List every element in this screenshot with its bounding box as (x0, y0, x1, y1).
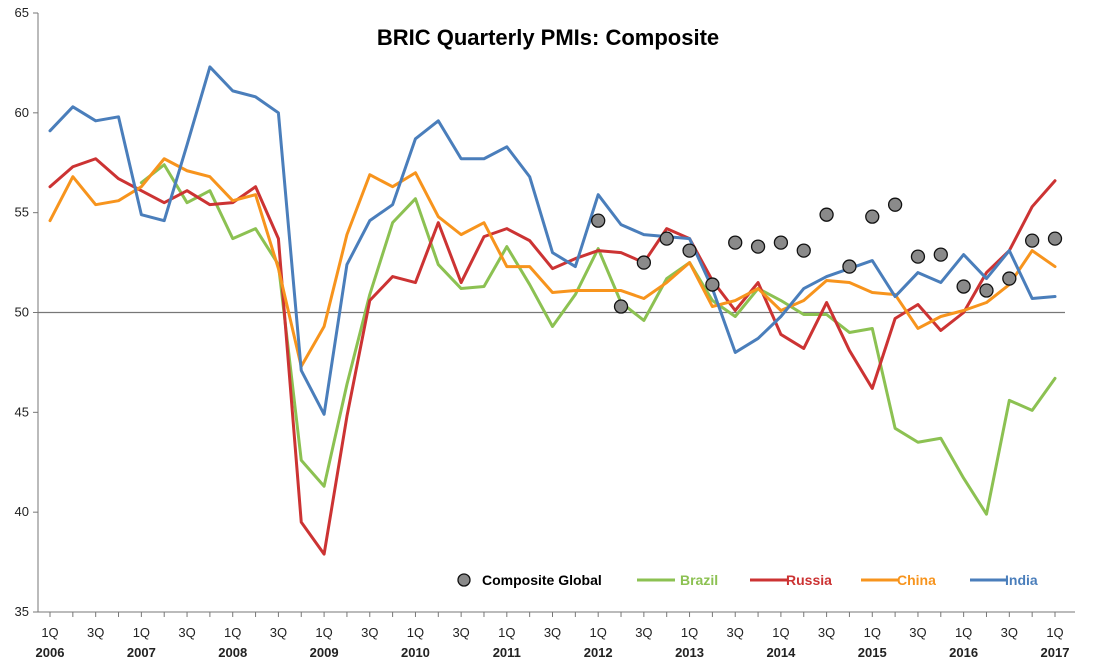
x-tick-year: 2014 (766, 645, 796, 660)
data-point-composite-global (1025, 233, 1040, 248)
x-tick-year: 2006 (36, 645, 65, 660)
data-point-composite-global (659, 231, 674, 246)
x-tick-label: 3Q (544, 625, 561, 640)
x-tick-label: 3Q (818, 625, 835, 640)
axes: 35 40 45 50 55 60 65 1Q 2006 3Q 1Q 2007 3Q 1Q 2008 3Q 1Q… (15, 5, 1075, 660)
x-tick-year: 2015 (858, 645, 887, 660)
y-tick-label: 50 (15, 305, 29, 320)
legend-label-composite-global: Composite Global (482, 572, 602, 588)
x-tick-year: 2009 (310, 645, 339, 660)
y-tick-label: 65 (15, 5, 29, 20)
x-tick-label: 3Q (635, 625, 652, 640)
x-tick-label: 1Q (864, 625, 881, 640)
data-point-composite-global (1047, 231, 1063, 246)
series-lines (48, 65, 1057, 556)
x-tick-label: 1Q (133, 625, 150, 640)
y-tick-label: 45 (15, 404, 29, 419)
data-point-composite-global (591, 213, 606, 228)
x-tick-year: 2010 (401, 645, 430, 660)
data-point-composite-global (613, 299, 629, 314)
data-point-composite-global (819, 207, 834, 222)
x-tick-label: 1Q (772, 625, 789, 640)
x-tick-year: 2016 (949, 645, 978, 660)
x-tick-year: 2007 (127, 645, 156, 660)
x-tick-label: 3Q (727, 625, 744, 640)
x-tick-label: 3Q (87, 625, 104, 640)
y-tick-label: 60 (15, 105, 29, 120)
x-tick-label: 1Q (1046, 625, 1063, 640)
x-tick-label: 3Q (909, 625, 926, 640)
data-point-composite-global (636, 255, 652, 270)
data-point-composite-global (956, 279, 971, 294)
series-line-china (48, 157, 1057, 368)
x-tick-label: 1Q (955, 625, 972, 640)
series-line-russia (48, 157, 1057, 556)
x-tick-year: 2017 (1041, 645, 1070, 660)
x-tick-label: 3Q (361, 625, 378, 640)
x-tick-label: 1Q (315, 625, 332, 640)
data-point-composite-global (682, 243, 697, 258)
data-point-composite-global (979, 283, 994, 298)
x-tick-label: 3Q (270, 625, 287, 640)
data-point-composite-global (887, 197, 903, 212)
data-point-composite-global (750, 239, 766, 254)
x-tick-year: 2013 (675, 645, 704, 660)
x-tick-label: 1Q (407, 625, 424, 640)
series-markers (591, 197, 1063, 314)
y-tick-label: 55 (15, 205, 29, 220)
x-tick-label: 3Q (452, 625, 469, 640)
y-tick-label: 35 (15, 604, 29, 619)
data-point-composite-global (842, 259, 857, 274)
x-tick-year: 2011 (493, 645, 521, 660)
data-point-composite-global (728, 235, 743, 250)
legend-label-india: India (1005, 572, 1038, 588)
data-point-composite-global (705, 277, 720, 292)
x-tick-label: 1Q (224, 625, 241, 640)
data-point-composite-global (773, 235, 789, 250)
legend-marker-composite-global (457, 573, 471, 587)
data-point-composite-global (910, 249, 926, 264)
data-point-composite-global (865, 209, 880, 224)
x-tick-year: 2008 (218, 645, 247, 660)
legend-label-russia: Russia (786, 572, 832, 588)
x-tick-label: 3Q (1001, 625, 1018, 640)
data-point-composite-global (933, 247, 948, 262)
x-tick-label: 1Q (590, 625, 607, 640)
x-tick-label: 3Q (178, 625, 195, 640)
legend-label-china: China (897, 572, 936, 588)
legend: Composite Global Brazil Russia China India (457, 572, 1038, 588)
legend-label-brazil: Brazil (680, 572, 718, 588)
x-tick-label: 1Q (41, 625, 58, 640)
x-tick-label: 1Q (498, 625, 515, 640)
series-line-india (48, 65, 1057, 416)
data-point-composite-global (796, 243, 811, 258)
chart-title: BRIC Quarterly PMIs: Composite (377, 25, 719, 50)
y-tick-label: 40 (15, 504, 29, 519)
series-line-brazil (139, 163, 1057, 516)
data-point-composite-global (1002, 271, 1017, 286)
x-tick-year: 2012 (584, 645, 613, 660)
x-tick-label: 1Q (681, 625, 698, 640)
